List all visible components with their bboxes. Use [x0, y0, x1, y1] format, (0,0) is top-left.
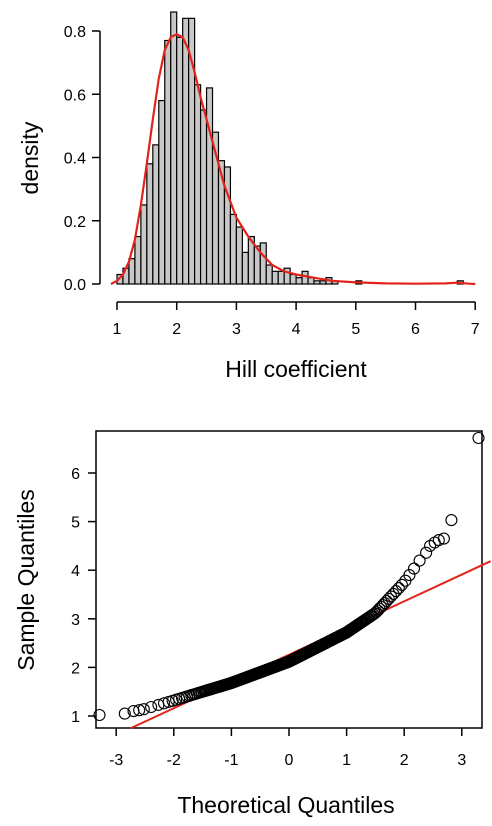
qq-y-tick-label: 4 [71, 563, 80, 580]
qq-point [445, 514, 458, 527]
qq-point [93, 708, 106, 722]
histogram-bar [194, 84, 202, 285]
qq-point [145, 700, 158, 714]
qq-x-tick-label: 1 [342, 752, 351, 769]
qq-x-tick-label: 3 [457, 752, 466, 769]
qq-point [133, 704, 146, 717]
histogram-y-tick-label: 0.0 [64, 277, 86, 294]
histogram-bar [271, 270, 279, 285]
qq-point [407, 562, 421, 575]
qq-point [472, 431, 485, 445]
histogram-bar [295, 277, 303, 285]
qq-point [395, 578, 408, 591]
qq-x-tick-label: -1 [224, 752, 238, 769]
histogram-x-tick-label: 7 [471, 321, 480, 338]
histogram-y-tick-label: 0.8 [64, 24, 86, 41]
histogram-panel: 0.0 0.2 0.4 0.6 0.8 1 2 3 4 5 6 7 density Hill coe… [17, 11, 480, 382]
histogram-bar [170, 11, 178, 285]
histogram-bar [235, 226, 243, 285]
histogram-y-axis-title: density [17, 121, 43, 194]
qq-point [157, 697, 171, 710]
qq-point [392, 582, 405, 595]
histogram-bar [313, 280, 321, 285]
histogram-x-tick-label: 4 [292, 321, 301, 338]
histogram-bar [176, 36, 184, 285]
qq-y-tick-label: 5 [71, 515, 80, 532]
histogram-y-tick-label: 0.4 [64, 151, 86, 168]
qq-x-tick-label: -3 [109, 752, 123, 769]
histogram-bar [277, 270, 285, 285]
histogram-bar [265, 264, 273, 285]
histogram-bar [223, 166, 232, 285]
histogram-bar [241, 251, 249, 285]
qq-point [403, 569, 416, 582]
histogram-bar [182, 17, 190, 285]
qq-y-tick-label: 1 [71, 709, 80, 726]
histogram-bar [301, 270, 309, 285]
qq-point [413, 554, 426, 567]
histogram-y-tick-label: 0.6 [64, 87, 86, 104]
qq-point [368, 607, 381, 620]
qq-y-tick-label: 3 [71, 612, 80, 629]
qq-plot-frame [95, 430, 483, 729]
histogram-bar [319, 280, 327, 285]
qq-panel: 1 2 3 4 5 6 -3 -2 -1 0 1 2 3 Sample Quantiles Theor… [13, 430, 492, 818]
qq-x-axis-title: Theoretical Quantiles [177, 792, 394, 818]
qq-point [420, 546, 433, 559]
histogram-y-tick-label: 0.2 [64, 214, 86, 231]
qq-x-tick-label: 2 [400, 752, 409, 769]
qq-y-ticks: 1 2 3 4 5 6 [71, 466, 96, 726]
histogram-bar [199, 109, 208, 285]
qq-point [424, 539, 437, 552]
qq-y-tick-label: 2 [71, 660, 80, 677]
histogram-x-tick-label: 1 [113, 321, 122, 338]
histogram-bar [205, 87, 214, 285]
qq-x-tick-label: -2 [167, 752, 181, 769]
histogram-bar [229, 213, 237, 285]
histogram-x-tick-label: 3 [232, 321, 241, 338]
qq-point [380, 594, 393, 608]
histogram-bar [146, 163, 154, 285]
histogram-bar [152, 144, 160, 285]
histogram-bar [158, 99, 166, 285]
histogram-bar [259, 242, 267, 285]
qq-point [378, 597, 391, 610]
qq-point [137, 703, 150, 716]
histogram-bar [140, 204, 148, 285]
qq-x-ticks: -3 -2 -1 0 1 2 3 [109, 728, 466, 769]
qq-y-tick-label: 6 [71, 466, 80, 483]
histogram-y-ticks: 0.0 0.2 0.4 0.6 0.8 [64, 24, 100, 294]
histogram-x-axis-title: Hill coefficient [225, 356, 367, 382]
histogram-x-tick-label: 6 [411, 321, 420, 338]
histogram-bars [116, 11, 464, 285]
histogram-x-tick-label: 5 [351, 321, 360, 338]
histogram-x-tick-label: 2 [172, 321, 181, 338]
density-curve [110, 32, 476, 286]
qq-x-tick-label: 0 [285, 752, 294, 769]
histogram-bar [164, 39, 172, 285]
qq-points [93, 431, 485, 722]
histogram-bar [134, 235, 142, 285]
histogram-x-ticks: 1 2 3 4 5 6 7 [113, 302, 480, 338]
qq-point [118, 707, 131, 720]
histogram-bar [289, 273, 297, 285]
qq-y-axis-title: Sample Quantiles [13, 489, 39, 671]
